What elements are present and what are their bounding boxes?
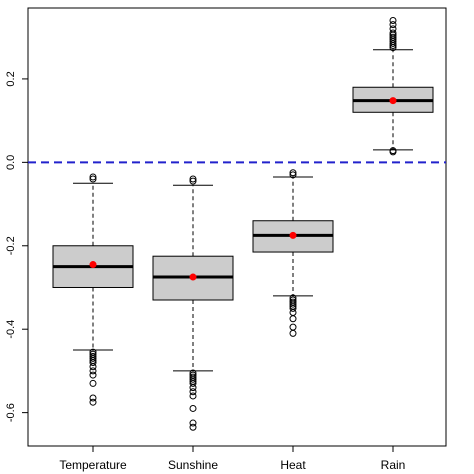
outlier-point	[289, 329, 297, 337]
y-tick-label: 0.0	[5, 155, 17, 170]
mean-point	[189, 273, 197, 281]
outlier-point	[389, 147, 397, 155]
outlier-point	[189, 177, 197, 185]
y-tick-label: 0.2	[5, 71, 17, 86]
outlier-point	[89, 379, 97, 387]
outlier-point	[189, 375, 197, 383]
outlier-point	[389, 33, 397, 41]
outlier-point	[89, 394, 97, 402]
outlier-point	[289, 315, 297, 323]
outlier-point	[189, 392, 197, 400]
x-tick-label: Temperature	[59, 458, 127, 472]
outlier-point	[389, 29, 397, 37]
outlier-point	[89, 359, 97, 367]
outlier-point	[189, 404, 197, 412]
x-axis: Temperature Sunshine Heat Rain	[59, 445, 406, 472]
outlier-point	[189, 379, 197, 387]
outlier-point	[289, 300, 297, 308]
outlier-point	[89, 398, 97, 406]
outlier-point	[189, 423, 197, 431]
outlier-point	[389, 17, 397, 25]
outlier-point	[289, 169, 297, 177]
x-tick-label: Sunshine	[168, 458, 218, 472]
box-sunshine	[152, 175, 234, 431]
outlier-point	[289, 171, 297, 179]
box-temperature	[52, 173, 134, 406]
boxes-layer	[52, 17, 434, 431]
outlier-point	[289, 309, 297, 317]
mean-point	[89, 261, 97, 269]
y-tick-label: -0.4	[5, 320, 17, 339]
y-tick-label: -0.2	[5, 236, 17, 255]
outlier-point	[89, 173, 97, 181]
x-tick-label: Rain	[381, 458, 406, 472]
box-heat	[252, 169, 334, 337]
mean-point	[289, 231, 297, 239]
mean-point	[389, 97, 397, 105]
box-rain	[352, 17, 434, 156]
outlier-point	[189, 419, 197, 427]
outlier-point	[89, 354, 97, 362]
outlier-point	[389, 21, 397, 29]
outlier-point	[89, 371, 97, 379]
outlier-point	[89, 175, 97, 183]
outlier-point	[189, 384, 197, 392]
y-tick-label: -0.6	[5, 403, 17, 422]
y-axis: -0.6 -0.4 -0.2 0.0 0.2	[5, 71, 28, 422]
outlier-point	[89, 367, 97, 375]
outlier-point	[289, 304, 297, 312]
outlier-point	[189, 388, 197, 396]
outlier-point	[289, 323, 297, 331]
outlier-point	[89, 363, 97, 371]
plot-frame	[27, 7, 447, 447]
outlier-point	[189, 175, 197, 183]
outlier-point	[389, 25, 397, 33]
x-tick-label: Heat	[280, 458, 306, 472]
